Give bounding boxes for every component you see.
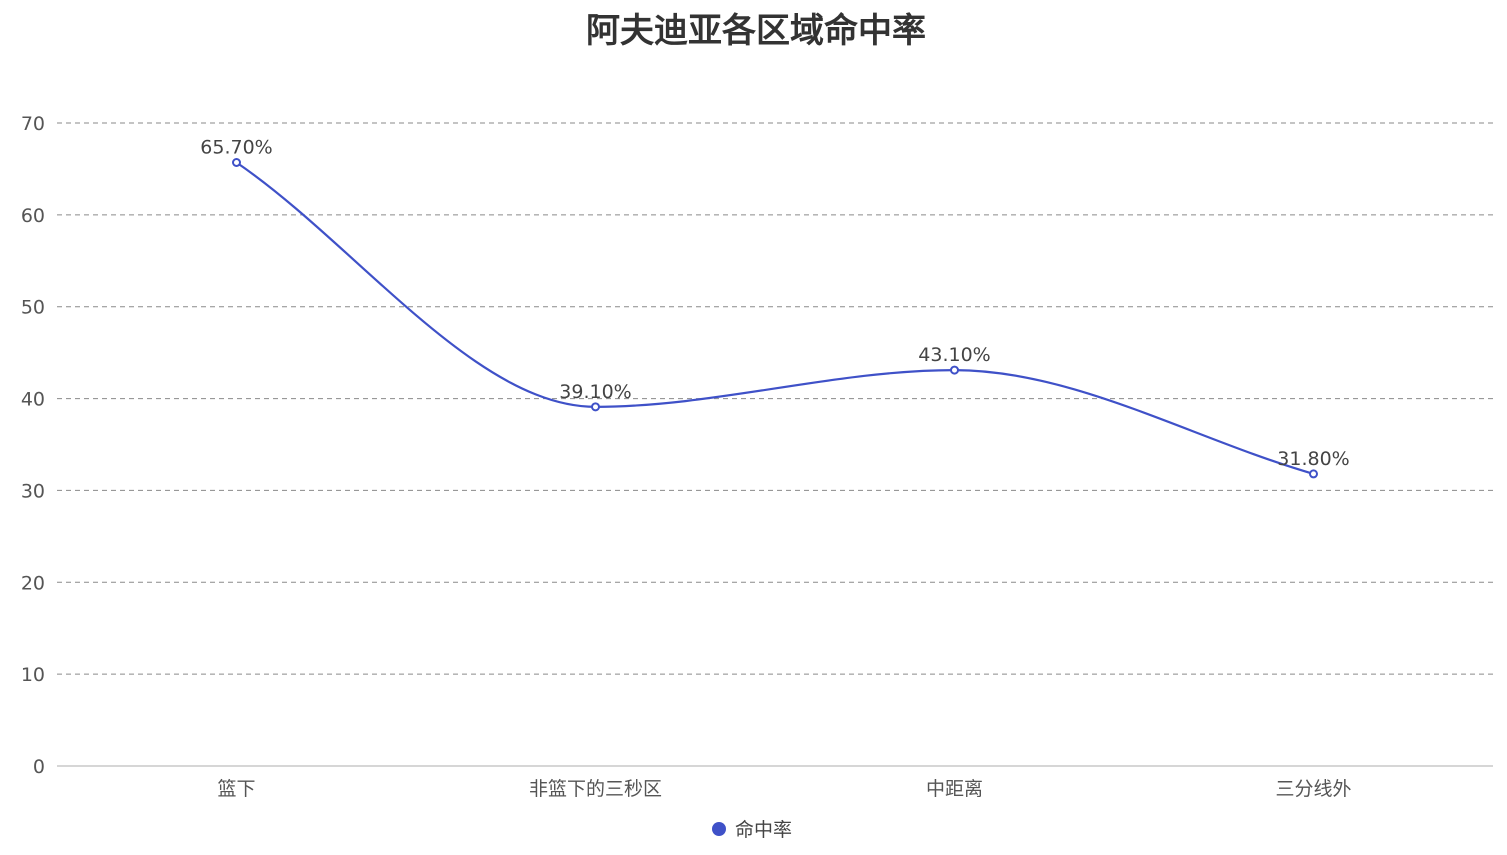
y-tick-label: 10 — [21, 664, 45, 686]
y-tick-label: 70 — [21, 113, 45, 135]
data-label: 43.10% — [918, 344, 990, 366]
x-tick-label: 中距离 — [926, 778, 983, 800]
y-axis: 0 10 20 30 40 50 60 70 — [21, 113, 45, 778]
data-point[interactable] — [232, 157, 241, 167]
x-tick-label: 三分线外 — [1275, 778, 1351, 800]
x-tick-label: 非篮下的三秒区 — [529, 778, 662, 800]
data-label: 65.70% — [200, 136, 272, 158]
data-label: 39.10% — [559, 381, 631, 403]
y-tick-label: 0 — [33, 756, 45, 778]
grid-lines — [57, 122, 1493, 675]
legend[interactable]: 命中率 — [712, 819, 792, 841]
y-tick-label: 50 — [21, 297, 45, 319]
chart-title: 阿夫迪亚各区域命中率 — [586, 11, 926, 51]
data-point[interactable] — [950, 365, 959, 375]
data-point[interactable] — [1309, 469, 1318, 479]
series-layer: 65.70% 39.10% 43.10% 31.80% — [200, 136, 1350, 479]
x-tick-label: 篮下 — [217, 778, 255, 800]
data-point[interactable] — [591, 402, 600, 412]
x-axis: 篮下 非篮下的三秒区 中距离 三分线外 — [217, 778, 1351, 800]
y-tick-label: 40 — [21, 389, 45, 411]
y-tick-label: 20 — [21, 572, 45, 594]
series-line — [235, 161, 1314, 475]
legend-marker[interactable] — [712, 822, 726, 836]
y-tick-label: 60 — [21, 205, 45, 227]
y-tick-label: 30 — [21, 480, 45, 502]
data-label: 31.80% — [1277, 448, 1349, 470]
legend-label[interactable]: 命中率 — [735, 819, 792, 841]
